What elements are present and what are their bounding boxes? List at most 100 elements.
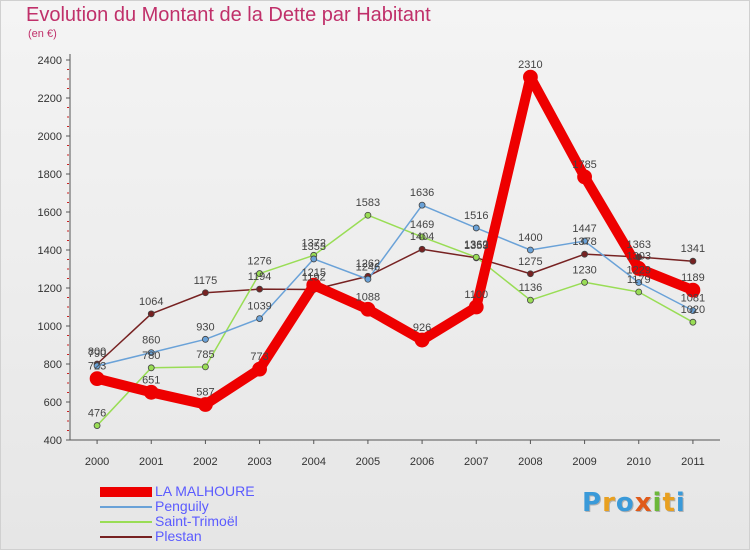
data-point	[89, 371, 105, 387]
series-line	[92, 72, 698, 410]
x-tick-label: 2006	[410, 456, 434, 468]
data-label: 1785	[572, 159, 596, 171]
data-label: 1136	[519, 282, 543, 294]
data-label: 1404	[410, 231, 434, 243]
x-tick-label: 2011	[681, 456, 705, 468]
y-tick-label: 600	[44, 397, 62, 409]
data-point	[527, 296, 534, 304]
data-label: 1447	[572, 223, 596, 235]
data-point	[364, 275, 372, 283]
legend-swatch	[100, 487, 152, 497]
data-label: 1179	[627, 274, 651, 286]
data-label: 800	[88, 346, 106, 358]
brand-letter: P	[582, 488, 603, 518]
data-label: 930	[196, 321, 214, 333]
x-tick-label: 2004	[302, 456, 326, 468]
data-label: 1378	[572, 236, 596, 248]
data-point	[147, 349, 155, 357]
legend-label: Saint-Trimoël	[155, 513, 238, 529]
data-label: 1359	[464, 240, 488, 252]
x-tick-label: 2010	[627, 456, 651, 468]
data-point	[93, 362, 101, 370]
data-label: 723	[88, 361, 106, 373]
data-label: 1100	[464, 289, 488, 301]
data-label: 651	[142, 374, 160, 386]
data-label: 773	[250, 351, 268, 363]
data-point	[252, 361, 267, 377]
y-tick-label: 2000	[38, 131, 62, 143]
legend-swatch	[100, 536, 152, 538]
data-label: 587	[196, 386, 214, 398]
legend-item: Plestan	[100, 529, 420, 544]
data-label: 1363	[627, 239, 651, 251]
data-label: 1039	[247, 301, 271, 313]
data-point	[581, 278, 588, 286]
data-label: 860	[142, 335, 160, 347]
data-label: 926	[413, 322, 431, 334]
data-point	[581, 250, 588, 258]
y-tick-label: 2400	[38, 55, 62, 67]
x-tick-label: 2009	[572, 456, 596, 468]
x-tick-label: 2003	[247, 456, 271, 468]
data-label: 1303	[627, 250, 651, 262]
y-tick-label: 2200	[38, 93, 62, 105]
data-label: 1516	[464, 210, 488, 222]
data-label: 1636	[410, 187, 434, 199]
legend-label: Plestan	[155, 528, 202, 544]
data-label: 1175	[194, 275, 218, 287]
data-label: 1400	[518, 232, 542, 244]
data-point	[689, 318, 697, 326]
data-point	[581, 237, 588, 245]
data-point	[635, 288, 643, 296]
chart-unit: (en €)	[28, 28, 57, 40]
legend-item: Saint-Trimoël	[100, 514, 420, 529]
legend-swatch	[100, 521, 152, 523]
data-point	[527, 270, 534, 278]
data-label: 1469	[410, 219, 434, 231]
data-point	[635, 279, 643, 286]
data-label: 1189	[681, 272, 705, 284]
data-point	[689, 307, 697, 315]
legend: LA MALHOURE Penguily Saint-Trimoël Plestan	[100, 484, 420, 544]
data-label: 1262	[356, 258, 380, 270]
legend-item: LA MALHOURE	[100, 484, 420, 499]
data-label: 1341	[681, 243, 705, 255]
chart-title: Evolution du Montant de la Dette par Hab…	[26, 4, 431, 26]
data-point	[418, 245, 426, 253]
data-label: 1362	[464, 239, 488, 251]
data-point	[685, 282, 701, 298]
x-tick-label: 2005	[356, 456, 380, 468]
data-label: 1276	[247, 256, 271, 268]
data-point	[202, 335, 209, 343]
data-point	[143, 384, 159, 400]
data-point	[147, 364, 155, 372]
brand-letter: i	[675, 488, 686, 518]
x-tick-label: 2000	[85, 456, 109, 468]
series-line	[96, 204, 694, 367]
data-point	[577, 169, 592, 185]
brand-letter: t	[662, 488, 676, 518]
series-line	[96, 248, 694, 365]
x-tick-label: 2001	[139, 456, 163, 468]
y-tick-label: 1800	[38, 169, 62, 181]
data-label: 1353	[302, 241, 326, 253]
legend-swatch	[100, 506, 152, 508]
brand-letter: o	[615, 488, 635, 518]
legend-label: Penguily	[155, 498, 209, 514]
data-label: 1229	[627, 264, 651, 276]
data-label: 476	[88, 408, 106, 420]
data-point	[472, 253, 480, 261]
data-point	[147, 310, 155, 318]
x-tick-label: 2007	[464, 456, 488, 468]
y-tick-label: 1200	[38, 283, 62, 295]
data-point	[198, 397, 213, 412]
y-tick-label: 1400	[38, 245, 62, 257]
data-point	[418, 233, 426, 241]
data-point	[256, 285, 263, 293]
data-point	[93, 422, 101, 429]
y-tick-label: 800	[44, 359, 62, 371]
data-point	[689, 257, 697, 265]
data-point	[418, 201, 426, 209]
data-label: 1583	[356, 197, 380, 209]
